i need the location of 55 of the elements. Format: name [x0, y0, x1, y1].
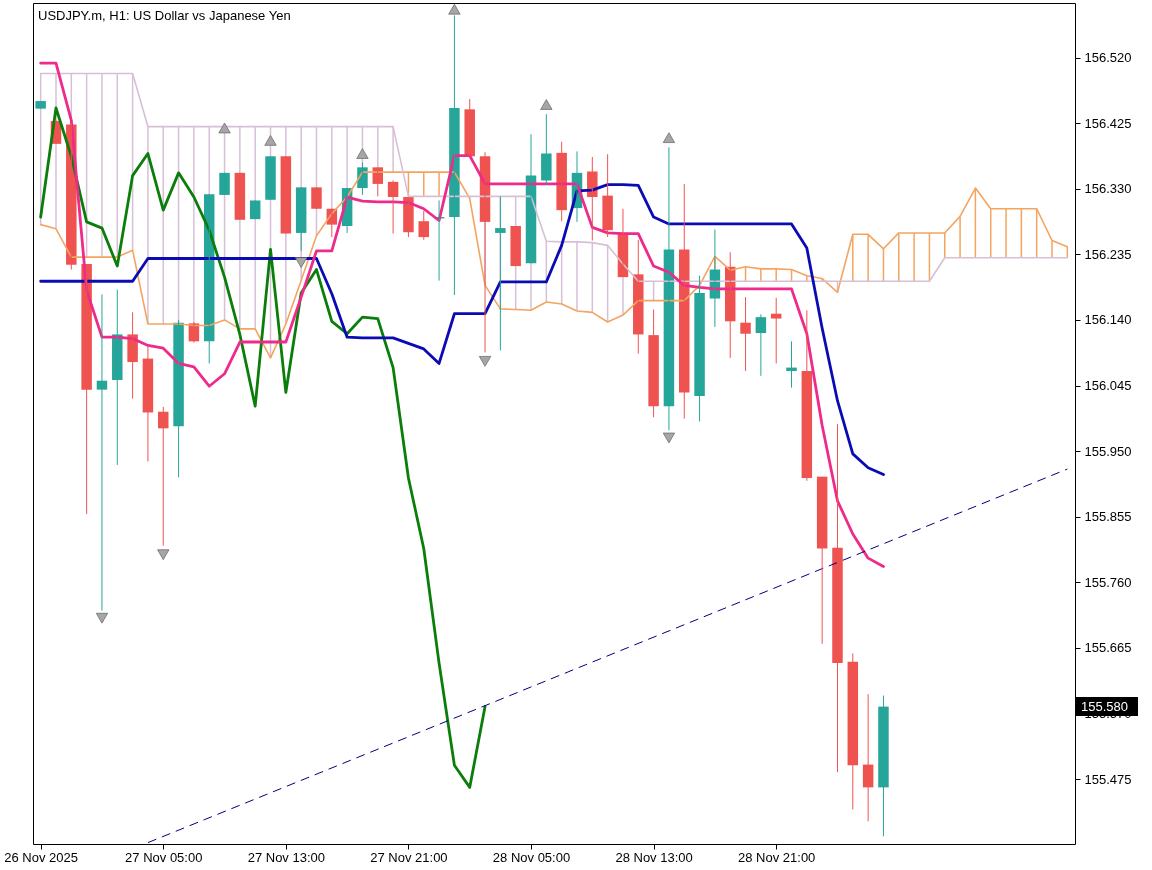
y-tick-label: 155.950: [1084, 443, 1132, 459]
point: [295, 257, 308, 268]
candlestick: [724, 251, 736, 359]
x-tick-label: 28 Nov 13:00: [615, 849, 693, 865]
y-tick-label: 156.425: [1084, 115, 1132, 131]
candlestick: [311, 186, 322, 210]
line-series: [39, 106, 487, 789]
candlestick: [112, 289, 123, 466]
candlestick: [35, 100, 46, 110]
candlestick: [832, 423, 843, 773]
candlestick: [878, 695, 889, 837]
candlestick: [602, 153, 613, 238]
text: 155.580: [1081, 698, 1128, 714]
y-tick-label: 155.665: [1084, 640, 1132, 656]
y-tick-label: 156.520: [1084, 50, 1132, 66]
candlestick: [663, 146, 675, 431]
point: [540, 99, 553, 110]
candlestick: [219, 172, 230, 196]
x-tick-label: 27 Nov 21:00: [370, 849, 448, 865]
candlestick: [694, 275, 705, 422]
y-tick-label: 156.045: [1084, 378, 1132, 394]
chart-title: USDJPY.m, H1: US Dollar vs Japanese Yen: [38, 8, 291, 23]
candlestick: [449, 14, 460, 296]
y-tick-label: 156.330: [1084, 181, 1132, 197]
x-tick-label: 27 Nov 05:00: [125, 849, 203, 865]
x-tick-label: 28 Nov 21:00: [738, 849, 816, 865]
line-series: [39, 61, 885, 568]
candlestick: [740, 296, 751, 372]
line-series: [39, 183, 885, 476]
candlestick: [464, 98, 475, 157]
y-tick-label: 155.855: [1084, 509, 1132, 525]
y-tick-label: 155.475: [1084, 771, 1132, 787]
point: [218, 122, 231, 134]
x-tick-label: 27 Nov 13:00: [247, 849, 326, 865]
y-tick-label: 156.140: [1084, 312, 1132, 328]
point: [478, 356, 492, 367]
candlestick: [265, 155, 276, 201]
point: [662, 132, 676, 143]
candlestick: [648, 309, 659, 418]
candlestick: [541, 113, 552, 186]
point: [356, 148, 369, 159]
y-tick-label: 156.235: [1084, 246, 1132, 262]
candlestick: [158, 406, 169, 547]
point: [157, 549, 170, 561]
x-tick-label: 26 Nov 2025: [4, 849, 79, 865]
candlestick: [556, 141, 567, 222]
point: [95, 612, 109, 624]
point: [264, 135, 277, 146]
candlestick: [633, 239, 644, 355]
candlestick: [249, 199, 261, 220]
candlestick: [679, 183, 690, 420]
y-tick-label: 155.760: [1084, 574, 1132, 590]
point: [662, 432, 676, 444]
x-tick-label: 28 Nov 05:00: [492, 849, 571, 865]
point: [448, 3, 461, 15]
